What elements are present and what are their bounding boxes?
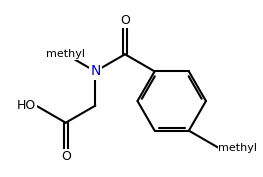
Text: methyl: methyl	[46, 49, 85, 59]
Text: methyl: methyl	[219, 143, 257, 153]
Text: N: N	[90, 64, 100, 78]
Text: O: O	[120, 14, 130, 27]
Text: HO: HO	[17, 99, 36, 112]
Text: O: O	[61, 150, 71, 163]
